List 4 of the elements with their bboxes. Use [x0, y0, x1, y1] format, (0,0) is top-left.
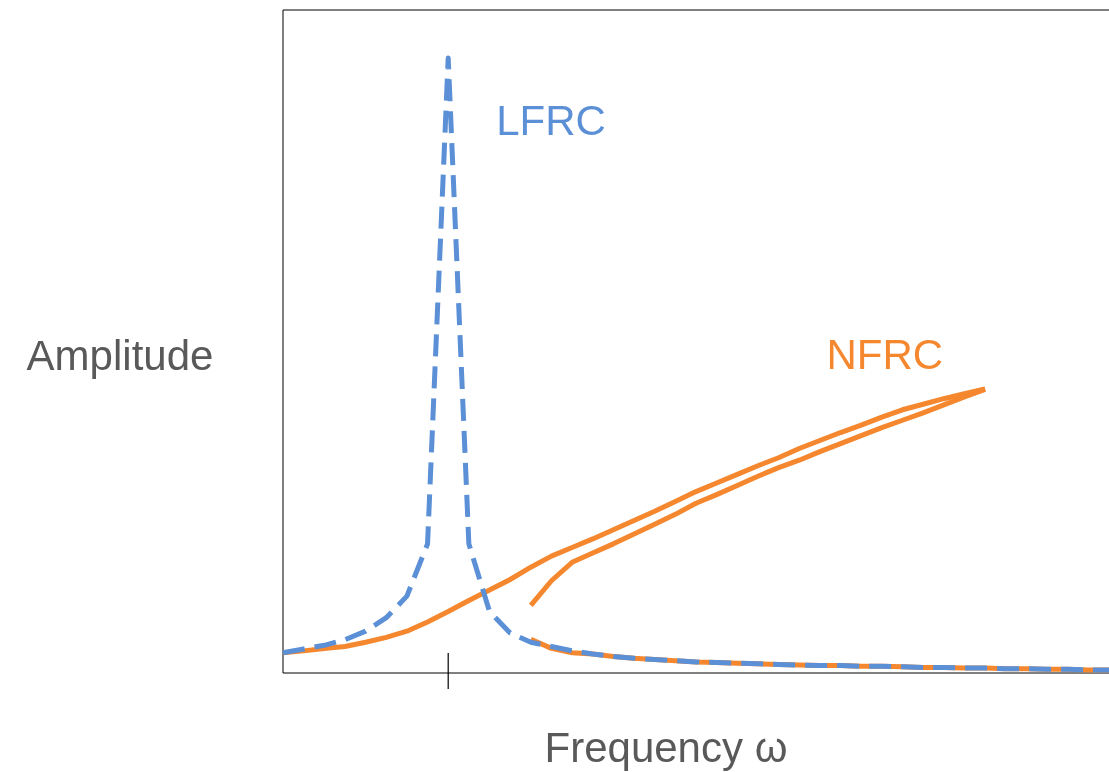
series-label: NFRC [826, 330, 944, 378]
series-label: LFRC [496, 97, 606, 144]
y-axis-title: Amplitude [26, 332, 214, 379]
x-axis-title: Frequency ω [544, 724, 788, 771]
